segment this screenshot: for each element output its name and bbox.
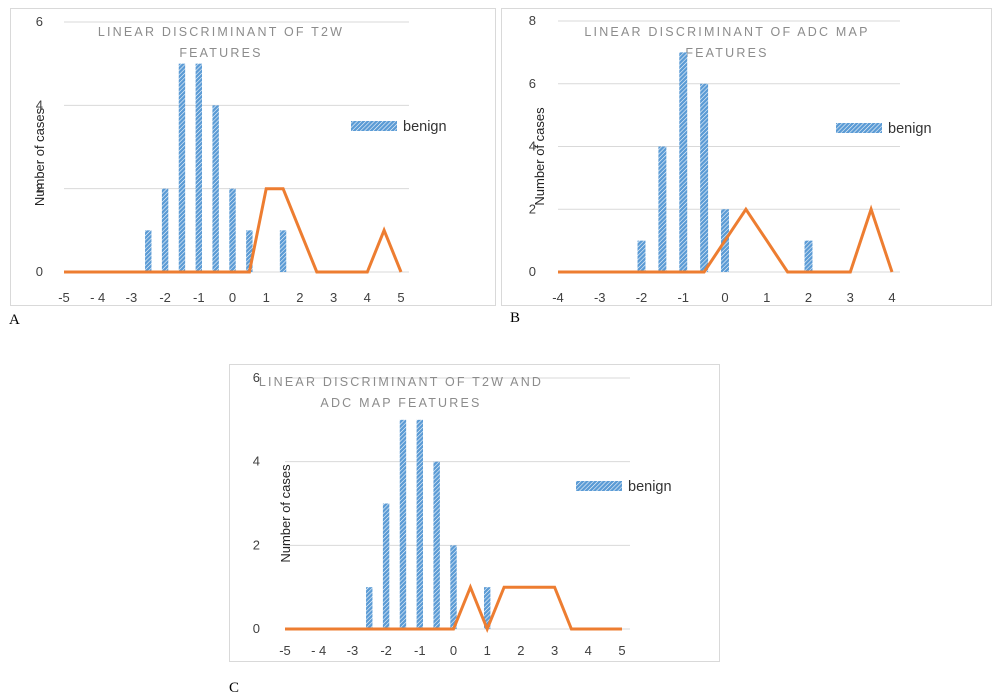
chart-title: FEATURES [179,46,262,60]
chart-title: FEATURES [685,46,768,60]
chart-title: LINEAR DISCRIMINANT OF T2W [98,25,344,39]
bar [145,230,152,272]
legend-swatch [836,123,882,133]
y-tick-label: 8 [529,13,536,28]
bar [658,146,667,272]
chart-svg: 0 2 4 6 -5 - 4 -3 -2 -1 0 1 2 3 4 5 Number of cases LINE… [253,370,672,658]
panel-letter-c: C [229,680,240,696]
x-tick-label: 2 [517,643,524,658]
x-tick-label: 4 [364,290,371,305]
bar [366,587,373,629]
bar [212,105,219,272]
bar [279,230,287,272]
bar [399,419,407,629]
x-tick-label: -2 [636,290,648,305]
x-tick-label: 3 [551,643,558,658]
chart-svg: 0 2 4 6 -5 - 4 -3 -2 -1 0 1 2 3 4 5 Number of cases LINE… [32,14,447,305]
x-tick-label: -5 [58,290,70,305]
x-tick-label: 0 [229,290,236,305]
bar [161,188,169,272]
x-tick-label: 1 [763,290,770,305]
x-tick-label: - 4 [90,290,105,305]
bar [229,188,236,272]
x-tick-label: -5 [279,643,291,658]
y-tick-label: 2 [36,181,43,196]
legend-label: benign [403,119,447,135]
x-tick-label: -3 [347,643,359,658]
legend-swatch [576,481,622,491]
y-tick-label: 0 [253,621,260,636]
bar [178,63,186,272]
y-tick-label: 2 [529,201,536,216]
x-tick-label: 0 [721,290,728,305]
x-tick-label: 2 [296,290,303,305]
x-tick-label: 3 [847,290,854,305]
series-line [64,187,403,274]
y-axis-label: Number of cases [32,107,47,206]
y-tick-label: 6 [36,14,43,29]
bar [700,83,709,272]
x-tick-label: -1 [414,643,426,658]
x-tick-label: -4 [552,290,564,305]
legend-label: benign [888,121,932,137]
x-tick-label: 4 [585,643,592,658]
y-tick-label: 0 [36,264,43,279]
x-tick-label: 1 [484,643,491,658]
bar [195,63,203,272]
bar [416,419,424,629]
x-tick-label: 5 [618,643,625,658]
y-tick-label: 2 [253,537,260,552]
y-axis-label: Number of cases [532,107,547,206]
series-line [285,583,622,634]
bar [804,240,813,272]
chart-panel-a: 0 2 4 6 -5 - 4 -3 -2 -1 0 1 2 3 4 5 Number of cases LINE… [10,8,496,306]
chart-panel-c: 0 2 4 6 -5 - 4 -3 -2 -1 0 1 2 3 4 5 Number of cases LINE… [229,364,720,662]
x-tick-label: -1 [677,290,689,305]
x-tick-label: 0 [450,643,457,658]
bar [637,240,646,272]
x-tick-label: -3 [126,290,138,305]
x-tick-label: 2 [805,290,812,305]
chart-title: LINEAR DISCRIMINANT OF T2W AND [259,375,543,389]
x-tick-label: 1 [263,290,270,305]
bar [679,52,688,272]
y-tick-label: 6 [529,76,536,91]
bar [450,545,457,629]
x-tick-label: 4 [888,290,895,305]
bar [433,461,440,629]
y-axis-label: Number of cases [278,464,293,563]
x-tick-label: 5 [397,290,404,305]
chart-title: LINEAR DISCRIMINANT OF ADC MAP [584,25,869,39]
bar [382,503,390,629]
panel-letter-b: B [510,310,521,326]
x-tick-label: 3 [330,290,337,305]
panel-letter-a: A [9,312,20,328]
x-tick-label: -3 [594,290,606,305]
legend-swatch [351,121,397,131]
chart-panel-b: 0 2 4 6 8 -4 -3 -2 -1 0 1 2 3 4 Number of cases LINEAR … [501,8,992,306]
y-tick-label: 0 [529,264,536,279]
x-tick-label: -1 [193,290,205,305]
bar [246,230,253,272]
legend-label: benign [628,479,672,495]
y-tick-label: 6 [253,370,260,385]
x-tick-label: -2 [380,643,392,658]
x-tick-label: -2 [159,290,171,305]
y-tick-label: 4 [36,97,43,112]
y-tick-label: 4 [253,454,260,469]
bar [483,587,491,629]
x-tick-label: - 4 [311,643,326,658]
chart-title: ADC MAP FEATURES [320,396,481,410]
series-line [558,204,894,274]
y-tick-label: 4 [529,139,536,154]
